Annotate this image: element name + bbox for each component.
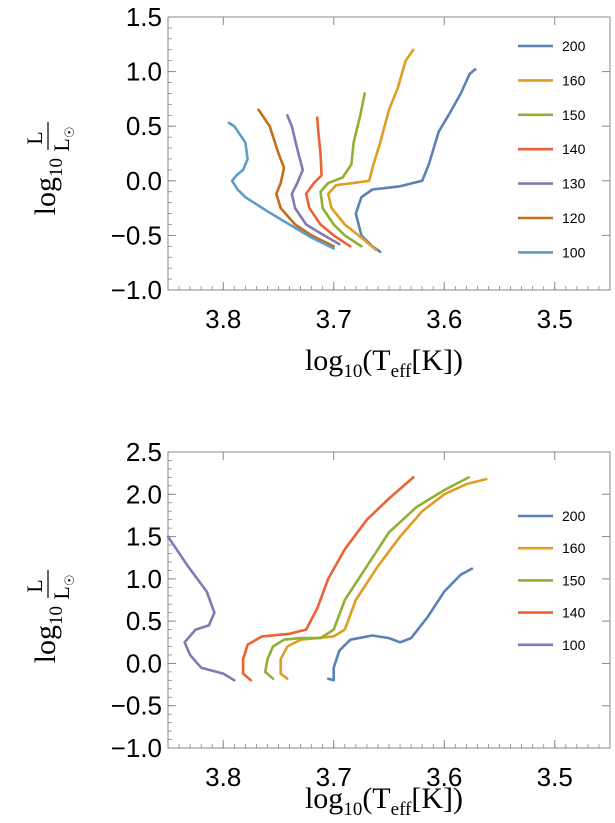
legend-label: 140	[562, 605, 586, 621]
plot-frame	[167, 16, 611, 291]
y-tick-label: 1.0	[126, 57, 162, 87]
y-tick-label: 1.5	[126, 2, 162, 32]
top-chart-panel: 3.8 3.7 3.6 3.5 1.5 1.0 0.5 0.0 −0.5 −1.0 200 160 15…	[22, 2, 611, 382]
y-tick-label: 0.5	[126, 606, 162, 636]
bottom-chart-panel: 3.8 3.7 3.6 3.5 2.5 2.0 1.5 1.0 0.5 0.0 −0.5 −1.0 20…	[22, 437, 611, 820]
x-tick-label: 3.7	[316, 762, 352, 792]
y-axis-label-denominator: L☉	[49, 126, 77, 151]
y-axis-label: log10 LL☉	[22, 570, 77, 663]
series-line-150	[319, 92, 366, 248]
series-line-150	[263, 476, 470, 680]
series-line-140	[304, 116, 352, 248]
x-tick-label: 3.8	[205, 304, 241, 334]
legend-label: 130	[562, 176, 586, 192]
y-tick-label: 2.5	[126, 437, 162, 467]
legend-label: 160	[562, 540, 586, 556]
legend-label: 150	[562, 107, 586, 123]
series-line-200	[326, 567, 474, 682]
series-line-200	[354, 68, 477, 254]
x-tick-label: 3.5	[537, 304, 573, 334]
legend-label: 200	[562, 508, 586, 524]
x-tick-label: 3.6	[426, 762, 462, 792]
y-tick-label: −0.5	[111, 220, 162, 250]
y-tick-label: 1.0	[126, 564, 162, 594]
legend-label: 100	[562, 637, 586, 653]
y-axis-label-log: log10	[29, 158, 67, 215]
legend-label: 100	[562, 244, 586, 260]
y-tick-label: 1.5	[126, 522, 162, 552]
series-line-100	[166, 535, 236, 682]
x-axis-label: log10(Teff[K])	[305, 344, 463, 382]
x-tick-label: 3.5	[537, 762, 573, 792]
x-tick-label: 3.7	[316, 304, 352, 334]
y-axis-label-denominator: L☉	[49, 574, 77, 599]
series-line-100	[227, 121, 335, 250]
y-tick-label: 0.0	[126, 166, 162, 196]
series-line-140	[241, 476, 415, 682]
y-tick-label: 0.5	[126, 111, 162, 141]
series-line-130	[286, 114, 341, 246]
y-axis-label-numerator: L	[22, 131, 47, 144]
legend-label: 160	[562, 72, 586, 88]
y-axis-label-log: log10	[29, 606, 67, 663]
series-line-160	[326, 48, 415, 251]
y-tick-label: −1.0	[111, 275, 162, 305]
y-tick-label: −1.0	[111, 733, 162, 763]
series-line-160	[279, 477, 488, 680]
y-axis-label: log10 LL☉	[22, 122, 77, 215]
legend-label: 150	[562, 572, 586, 588]
x-tick-label: 3.6	[426, 304, 462, 334]
x-axis-label: log10(Teff[K])	[305, 782, 463, 820]
legend-label: 120	[562, 210, 586, 226]
legend-label: 140	[562, 141, 586, 157]
legend-label: 200	[562, 38, 586, 54]
series-line-120	[257, 108, 335, 248]
y-tick-label: 2.0	[126, 479, 162, 509]
y-tick-label: −0.5	[111, 691, 162, 721]
y-axis-label-numerator: L	[22, 579, 47, 592]
x-tick-label: 3.8	[205, 762, 241, 792]
y-tick-label: 0.0	[126, 648, 162, 678]
plot-frame	[167, 451, 611, 749]
